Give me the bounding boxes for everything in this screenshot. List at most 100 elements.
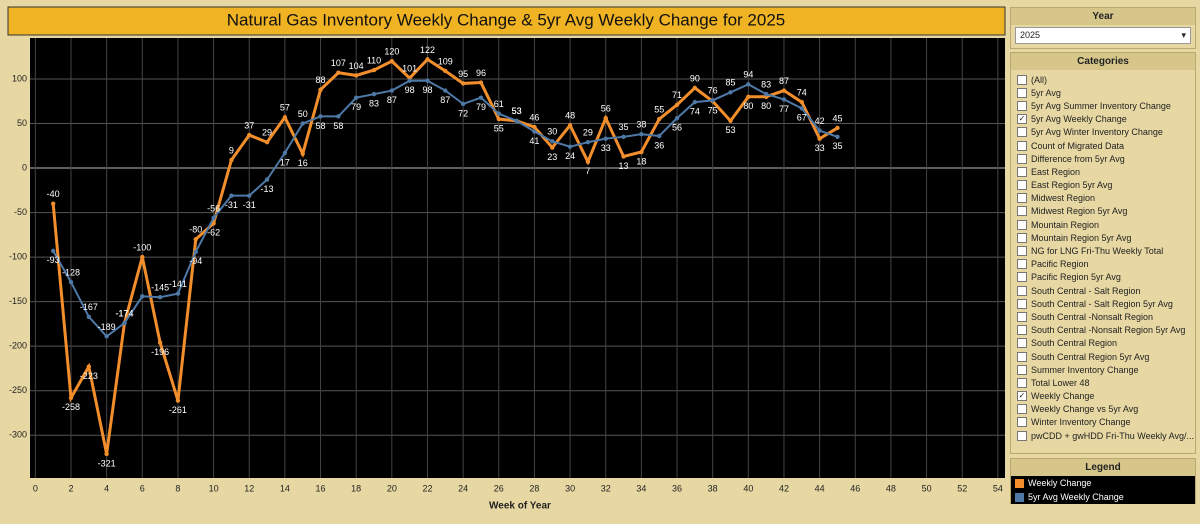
data-point [567,123,573,128]
category-label: 5yr Avg Weekly Change [1031,114,1127,125]
data-point [282,150,288,156]
category-option[interactable]: Difference from 5yr Avg [1011,152,1195,165]
data-point [68,395,74,401]
category-option[interactable]: (All) [1011,73,1195,86]
checkbox[interactable] [1017,364,1027,375]
data-label: 95 [458,69,468,79]
checkbox[interactable] [1017,404,1027,415]
data-label: 48 [565,111,575,121]
data-point [247,132,252,138]
data-point [746,82,751,87]
checkbox[interactable] [1017,259,1027,270]
checkbox[interactable] [1017,100,1027,111]
checkbox[interactable] [1017,74,1027,85]
checkbox[interactable] [1017,153,1027,164]
checkbox[interactable] [1017,272,1027,283]
checkbox[interactable] [1017,140,1027,151]
category-option[interactable]: South Central - Salt Region [1011,284,1195,297]
category-label: 5yr Avg Winter Inventory Change [1031,127,1163,138]
checkbox[interactable] [1017,311,1027,322]
data-point [799,106,805,111]
checkbox[interactable] [1017,417,1027,428]
data-point [211,215,216,221]
category-option[interactable]: Mountain Region [1011,218,1195,231]
data-label: 85 [725,78,735,88]
data-label: 58 [316,121,326,131]
checkbox[interactable] [1017,180,1027,191]
data-point [140,254,145,260]
data-label: 50 [298,109,308,119]
checkbox[interactable]: ✓ [1017,391,1027,402]
checkbox[interactable] [1017,338,1027,349]
checkbox[interactable] [1017,219,1027,230]
category-option[interactable]: ✓ 5yr Avg Weekly Change [1011,113,1195,126]
category-option[interactable]: South Central -Nonsalt Region 5yr Avg [1011,324,1195,337]
checkbox[interactable] [1017,246,1027,257]
data-point [657,116,662,122]
category-label: Total Lower 48 [1031,377,1090,388]
category-option[interactable]: Pacific Region [1011,258,1195,271]
category-option[interactable]: East Region 5yr Avg [1011,179,1195,192]
category-option[interactable]: 5yr Avg [1011,86,1195,99]
category-option[interactable]: 5yr Avg Winter Inventory Change [1011,126,1195,139]
category-option[interactable]: 5yr Avg Summer Inventory Change [1011,99,1195,112]
legend-label: 5yr Avg Weekly Change [1028,492,1124,502]
y-tick-label: -300 [9,430,27,440]
x-tick-label: 30 [565,483,575,493]
x-tick-label: 42 [779,483,789,493]
categories-title: Categories [1011,53,1195,70]
data-point [336,114,341,119]
y-tick-label: 50 [17,118,27,128]
checkbox[interactable] [1017,193,1027,204]
category-option[interactable]: South Central - Salt Region 5yr Avg [1011,297,1195,310]
checkbox[interactable] [1017,166,1027,177]
category-label: Pacific Region 5yr Avg [1031,272,1121,283]
category-option[interactable]: South Central Region [1011,337,1195,350]
y-tick-label: 100 [12,73,27,83]
data-point [157,294,163,300]
data-label: 45 [832,113,842,123]
checkbox[interactable] [1017,430,1027,441]
checkbox[interactable] [1017,298,1027,309]
category-option[interactable]: South Central Region 5yr Avg [1011,350,1195,363]
category-option[interactable]: Pacific Region 5yr Avg [1011,271,1195,284]
category-option[interactable]: NG for LNG Fri-Thu Weekly Total [1011,244,1195,257]
data-point [585,159,591,165]
data-point [478,80,484,85]
category-label: Weekly Change [1031,391,1095,402]
data-label: -167 [80,302,98,312]
checkbox[interactable] [1017,377,1027,388]
data-point [104,451,109,457]
data-label: 29 [262,128,272,138]
checkbox[interactable] [1017,127,1027,138]
category-option[interactable]: Total Lower 48 [1011,376,1195,389]
checkbox[interactable] [1017,87,1027,98]
checkbox[interactable] [1017,325,1027,336]
category-option[interactable]: Midwest Region [1011,192,1195,205]
category-option[interactable]: Mountain Region 5yr Avg [1011,231,1195,244]
data-label: 83 [369,98,379,108]
data-point [817,136,822,141]
category-option[interactable]: Winter Inventory Change [1011,416,1195,429]
category-option[interactable]: Weekly Change vs 5yr Avg [1011,403,1195,416]
category-option[interactable]: East Region [1011,165,1195,178]
legend-label: Weekly Change [1028,478,1092,488]
checkbox[interactable] [1017,285,1027,296]
year-dropdown[interactable]: 2025 ▾ [1015,27,1191,44]
x-tick-label: 2 [68,483,73,493]
category-option[interactable]: ✓ Weekly Change [1011,390,1195,403]
category-option[interactable]: Midwest Region 5yr Avg [1011,205,1195,218]
data-label: -174 [115,308,133,318]
x-tick-label: 46 [850,483,860,493]
checkbox[interactable] [1017,351,1027,362]
category-option[interactable]: Count of Migrated Data [1011,139,1195,152]
data-label: -174 [115,308,133,318]
checkbox[interactable]: ✓ [1017,114,1027,125]
checkbox[interactable] [1017,232,1027,243]
checkbox[interactable] [1017,206,1027,217]
category-option[interactable]: pwCDD + gwHDD Fri-Thu Weekly Avg/... [1011,429,1195,442]
category-option[interactable]: South Central -Nonsalt Region [1011,310,1195,323]
data-point [478,95,484,100]
data-point [514,118,519,124]
category-option[interactable]: Summer Inventory Change [1011,363,1195,376]
